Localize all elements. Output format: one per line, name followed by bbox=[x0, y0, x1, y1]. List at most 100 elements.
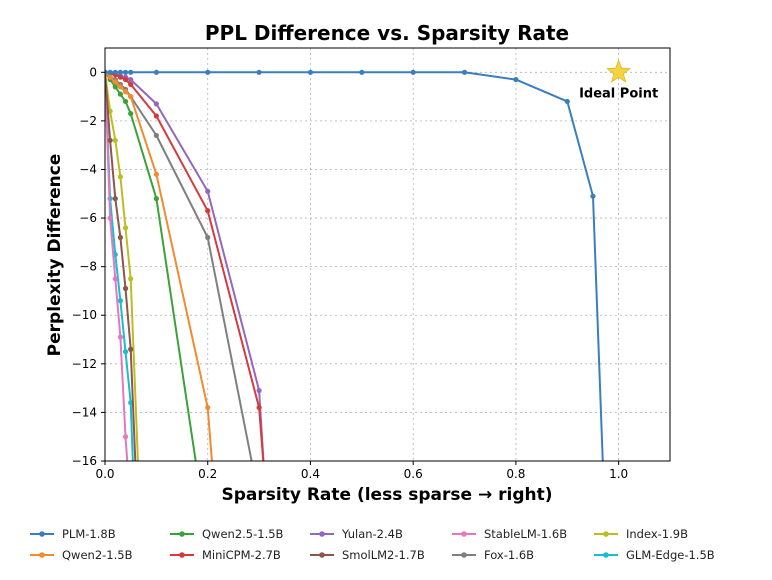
y-tick-label: 0 bbox=[89, 65, 97, 79]
legend-item: StableLM-1.6B bbox=[452, 527, 567, 541]
legend-label: MiniCPM-2.7B bbox=[202, 548, 281, 562]
data-point bbox=[105, 69, 108, 75]
data-point bbox=[128, 81, 134, 88]
data-point bbox=[513, 76, 519, 83]
plot-frame bbox=[104, 47, 671, 462]
series-lines bbox=[105, 69, 604, 461]
data-point bbox=[205, 208, 211, 214]
x-tick-label: 0.4 bbox=[301, 467, 320, 481]
legend-swatch-icon bbox=[30, 529, 54, 539]
data-point bbox=[410, 69, 416, 75]
legend-swatch-icon bbox=[170, 529, 194, 539]
data-point bbox=[205, 69, 211, 75]
data-point bbox=[117, 69, 124, 75]
series-qwen2-1-5b bbox=[105, 69, 213, 461]
x-tick-label: 0.0 bbox=[95, 467, 114, 481]
legend-item: Qwen2-1.5B bbox=[30, 548, 132, 562]
legend-swatch-icon bbox=[170, 550, 194, 560]
legend-swatch-icon bbox=[452, 529, 476, 539]
legend-label: Qwen2-1.5B bbox=[62, 548, 133, 562]
legend: PLM-1.8B Qwen2-1.5B Qwen2.5-1.5B MiniCPM-2.… bbox=[0, 525, 772, 575]
annotation: Ideal Point bbox=[579, 59, 658, 101]
data-point bbox=[153, 101, 159, 107]
y-tick-label: −16 bbox=[72, 454, 97, 468]
x-tick-label: 1.0 bbox=[609, 467, 628, 481]
data-point bbox=[122, 69, 129, 75]
data-point bbox=[461, 69, 468, 75]
legend-item: Yulan-2.4B bbox=[310, 527, 403, 541]
data-point bbox=[117, 234, 124, 241]
y-tick-label: −2 bbox=[79, 114, 97, 128]
legend-label: GLM-Edge-1.5B bbox=[626, 548, 715, 562]
data-point bbox=[117, 298, 124, 304]
legend-swatch-icon bbox=[594, 550, 618, 560]
legend-item: PLM-1.8B bbox=[30, 527, 116, 541]
data-point bbox=[117, 74, 124, 80]
data-point bbox=[112, 196, 118, 202]
legend-item: MiniCPM-2.7B bbox=[170, 548, 281, 562]
chart-title: PPL Difference vs. Sparsity Rate bbox=[205, 21, 569, 45]
data-point bbox=[122, 225, 129, 231]
x-tick-label: 0.6 bbox=[404, 467, 423, 481]
x-axis-label: Sparsity Rate (less sparse → right) bbox=[221, 485, 552, 505]
ideal-point-label: Ideal Point bbox=[579, 86, 658, 101]
axis-ticks: 0.0 0.2 0.4 0.6 0.8 1.0 0 −2 −4 −6 −8 −10 −12 −14 −16 bbox=[72, 65, 629, 481]
legend-label: Yulan-2.4B bbox=[342, 527, 403, 541]
data-point bbox=[112, 69, 118, 75]
y-axis-label: Perplexity Difference bbox=[45, 154, 65, 357]
y-tick-label: −12 bbox=[72, 357, 97, 371]
series-line bbox=[105, 72, 129, 461]
data-point bbox=[122, 434, 129, 440]
data-point bbox=[256, 387, 262, 394]
y-tick-label: −10 bbox=[72, 308, 97, 322]
data-point bbox=[307, 69, 314, 75]
data-point bbox=[256, 69, 262, 75]
legend-item: Index-1.9B bbox=[594, 527, 688, 541]
data-point bbox=[153, 196, 159, 202]
legend-item: Qwen2.5-1.5B bbox=[170, 527, 283, 541]
data-point bbox=[128, 69, 134, 75]
data-point bbox=[590, 193, 596, 199]
data-point bbox=[107, 137, 113, 143]
legend-swatch-icon bbox=[310, 529, 334, 539]
chart: PPL Difference vs. Sparsity Rate Perplex… bbox=[45, 21, 671, 505]
legend-swatch-icon bbox=[310, 550, 334, 560]
y-tick-label: −8 bbox=[79, 260, 97, 274]
data-point bbox=[128, 110, 134, 117]
ideal-point-star-icon bbox=[606, 59, 632, 83]
data-point bbox=[107, 69, 113, 75]
legend-label: Index-1.9B bbox=[626, 527, 688, 541]
legend-item: GLM-Edge-1.5B bbox=[594, 548, 715, 562]
y-tick-label: −4 bbox=[79, 162, 97, 176]
data-point bbox=[117, 174, 124, 180]
data-point bbox=[564, 98, 570, 105]
legend-swatch-icon bbox=[594, 529, 618, 539]
x-tick-label: 0.8 bbox=[506, 467, 525, 481]
series-line bbox=[105, 71, 265, 461]
data-point bbox=[128, 93, 134, 100]
legend-swatch-icon bbox=[30, 550, 54, 560]
data-point bbox=[205, 404, 211, 411]
legend-item: SmolLM2-1.7B bbox=[310, 548, 425, 562]
legend-label: SmolLM2-1.7B bbox=[342, 548, 425, 562]
legend-label: Qwen2.5-1.5B bbox=[202, 527, 284, 541]
data-point bbox=[122, 98, 129, 105]
data-point bbox=[205, 188, 211, 194]
data-point bbox=[112, 276, 118, 282]
legend-swatch-icon bbox=[452, 550, 476, 560]
data-point bbox=[205, 234, 211, 241]
data-point bbox=[112, 137, 118, 143]
data-point bbox=[117, 84, 124, 90]
legend-label: StableLM-1.6B bbox=[484, 527, 568, 541]
legend-label: PLM-1.8B bbox=[62, 527, 116, 541]
data-point bbox=[107, 74, 113, 80]
data-point bbox=[128, 346, 134, 352]
data-point bbox=[128, 276, 134, 282]
data-point bbox=[117, 91, 124, 97]
data-point bbox=[122, 349, 129, 355]
legend-item: Fox-1.6B bbox=[452, 548, 534, 562]
data-point bbox=[112, 79, 118, 85]
y-tick-label: −6 bbox=[79, 211, 97, 225]
legend-label: Fox-1.6B bbox=[484, 548, 535, 562]
data-point bbox=[128, 76, 134, 83]
